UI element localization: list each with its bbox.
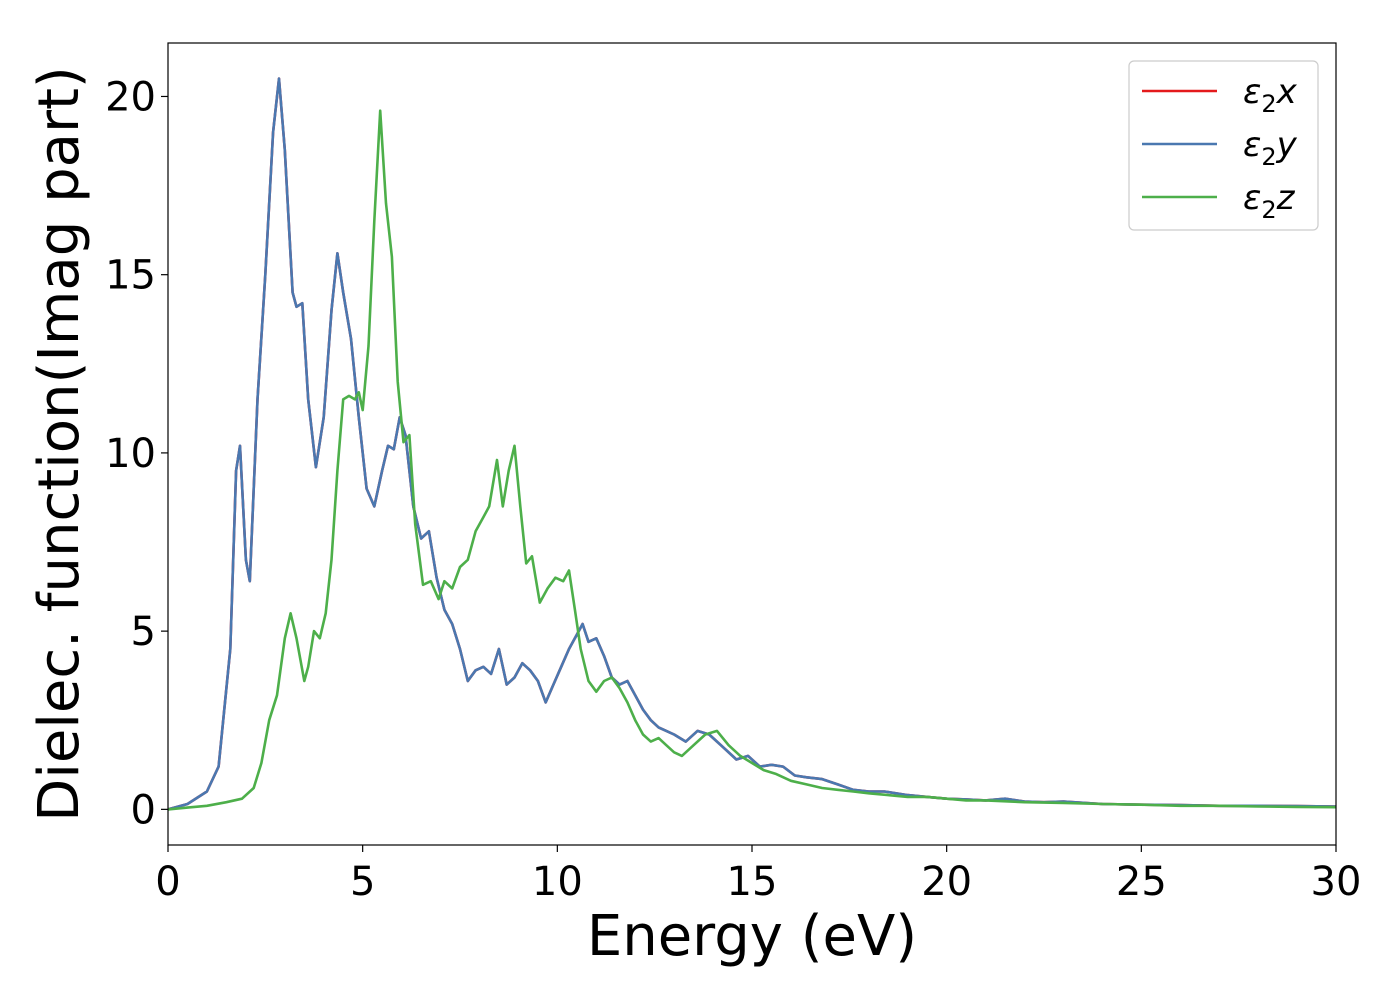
x-tick-label: 0: [155, 859, 180, 905]
y-tick-label: 5: [131, 609, 156, 655]
plot-lines: [168, 77, 1336, 811]
x-tick-label: 30: [1311, 859, 1362, 905]
y-tick-label: 0: [131, 787, 156, 833]
x-tick-label: 25: [1116, 859, 1167, 905]
y-axis-ticks: 0 5 10 15 20: [105, 74, 168, 833]
y-tick-label: 10: [105, 431, 156, 477]
legend-label-z: ε2z: [1243, 178, 1296, 224]
series-line-z: [168, 109, 1336, 811]
x-tick-label: 10: [532, 859, 583, 905]
y-axis-title: Dielec. function(Imag part): [27, 66, 92, 822]
y-tick-label: 20: [105, 74, 156, 120]
x-axis-title: Energy (eV): [587, 904, 917, 969]
legend: ε2x ε2y ε2z: [1128, 60, 1319, 231]
x-tick-label: 20: [921, 859, 972, 905]
x-axis-ticks: 0 5 10 15 20 25 30: [155, 845, 1361, 905]
legend-label-x: ε2x: [1243, 72, 1298, 118]
series-line-y: [168, 77, 1336, 811]
y-tick-label: 15: [105, 253, 156, 299]
x-tick-label: 5: [350, 859, 375, 905]
legend-label-y: ε2y: [1243, 125, 1298, 171]
legend-box: [1128, 60, 1319, 231]
x-tick-label: 15: [727, 859, 778, 905]
